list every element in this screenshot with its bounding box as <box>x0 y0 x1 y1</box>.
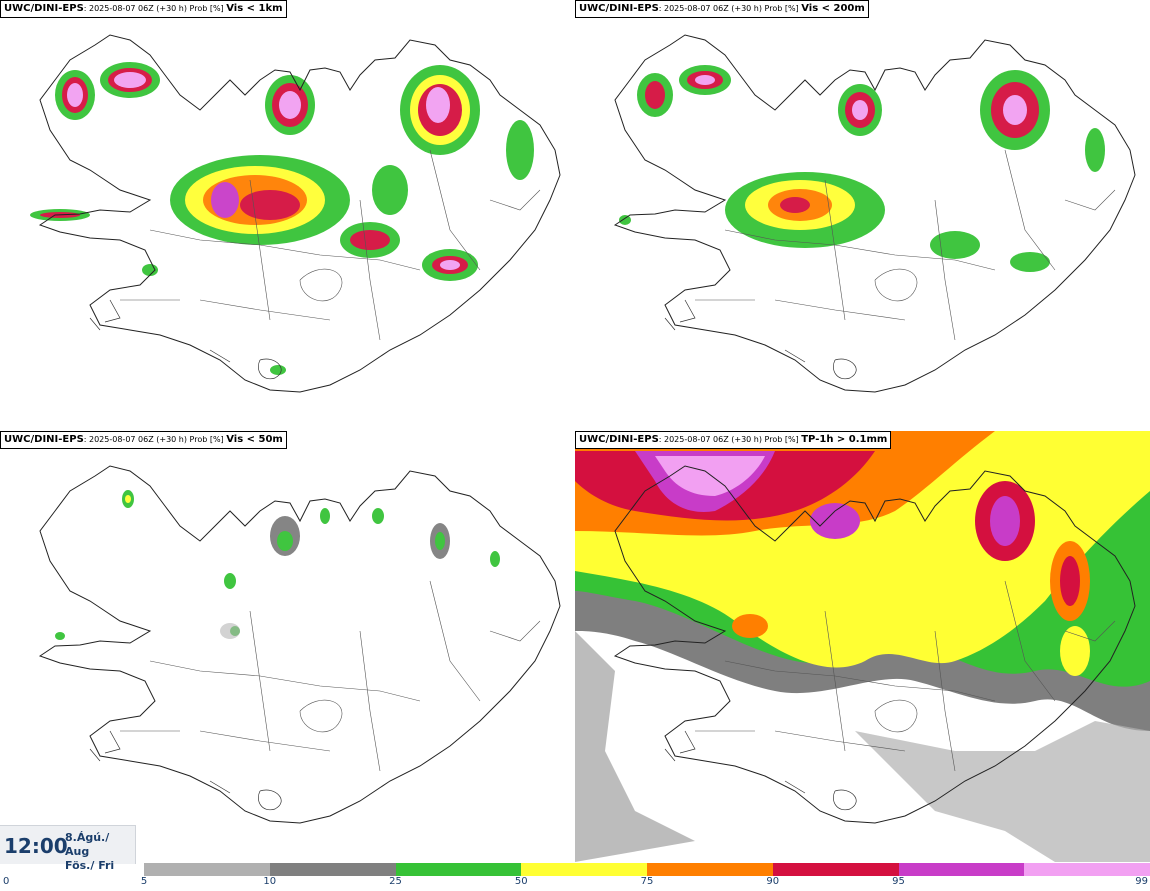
map-canvas <box>575 0 1150 431</box>
colorbar-tick-label: 5 <box>140 876 148 887</box>
colorbar-tick-label: 95 <box>892 876 905 887</box>
panel-title: UWC/DINI-EPS: 2025-08-07 06Z (+30 h) Pro… <box>575 0 869 18</box>
map-canvas <box>0 0 575 431</box>
colorbar-segment <box>1024 863 1150 876</box>
map-panel-vis-1km: UWC/DINI-EPS: 2025-08-07 06Z (+30 h) Pro… <box>0 0 575 431</box>
map-canvas <box>0 431 575 862</box>
colorbar-tick-label: 90 <box>766 876 780 887</box>
colorbar-ticks: 0 5 10 25 50 75 90 95 99 <box>0 876 1150 891</box>
panel-title: UWC/DINI-EPS: 2025-08-07 06Z (+30 h) Pro… <box>0 0 287 18</box>
colorbar-tick-label: 75 <box>640 876 654 887</box>
valid-time-date: 8.Ágú./ Aug Fös./ Fri <box>65 831 135 873</box>
colorbar-segment <box>521 863 647 876</box>
colorbar-segment <box>269 863 396 876</box>
colorbar-tick-label: 10 <box>263 876 277 887</box>
date-line-2: Fös./ Fri <box>65 859 115 872</box>
colorbar-segment <box>395 863 522 876</box>
colorbar-tick-label: 25 <box>389 876 402 887</box>
valid-time-clock: 12:00 <box>4 834 68 858</box>
colorbar-tick-label: 99 <box>1135 876 1148 887</box>
valid-time-box: 12:00 8.Ágú./ Aug Fös./ Fri <box>0 825 136 872</box>
panel-title: UWC/DINI-EPS: 2025-08-07 06Z (+30 h) Pro… <box>0 431 287 449</box>
panel-title: UWC/DINI-EPS: 2025-08-07 06Z (+30 h) Pro… <box>575 431 892 449</box>
colorbar-tick-label: 50 <box>514 876 528 887</box>
colorbar-segment <box>898 863 1025 876</box>
date-line-1: 8.Ágú./ Aug <box>65 831 110 858</box>
colorbar-tick-label: 0 <box>3 876 10 887</box>
colorbar-segment <box>772 863 899 876</box>
colorbar-segment <box>144 863 270 876</box>
map-panel-tp-1h: UWC/DINI-EPS: 2025-08-07 06Z (+30 h) Pro… <box>575 431 1150 862</box>
colorbar-segment <box>647 863 773 876</box>
map-panel-vis-50m: UWC/DINI-EPS: 2025-08-07 06Z (+30 h) Pro… <box>0 431 575 862</box>
map-canvas <box>575 431 1150 862</box>
map-panel-vis-200m: UWC/DINI-EPS: 2025-08-07 06Z (+30 h) Pro… <box>575 0 1150 431</box>
colorbar <box>144 863 1150 876</box>
